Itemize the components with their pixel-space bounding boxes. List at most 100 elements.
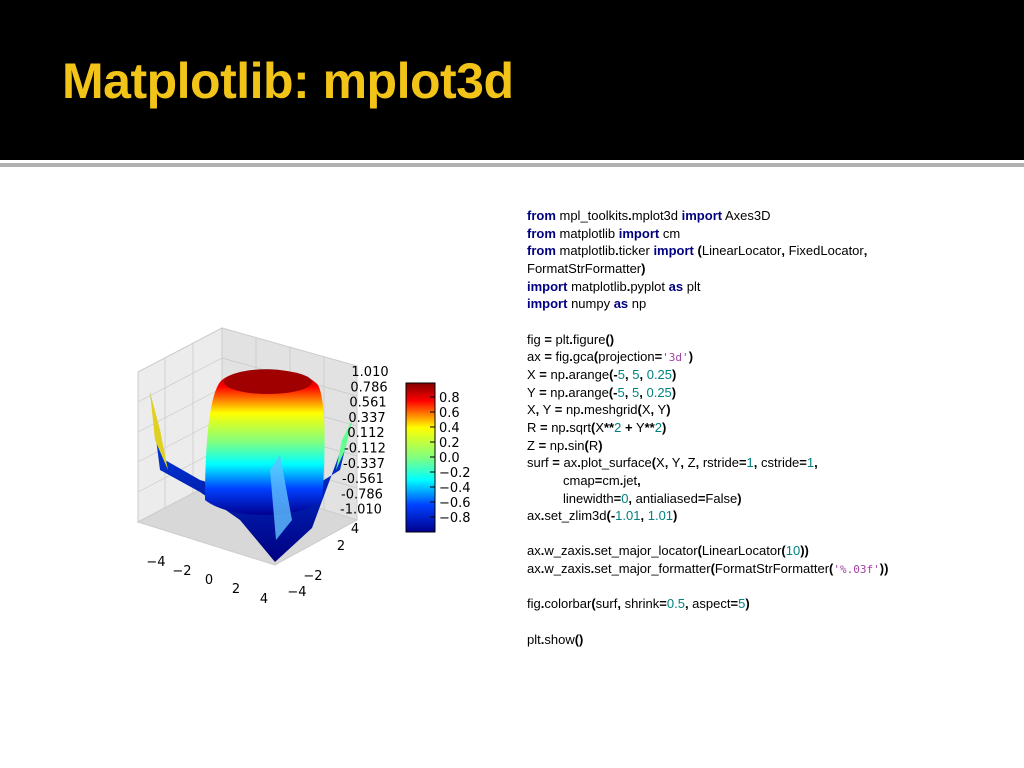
code-token: import (527, 278, 568, 294)
code-token: Axes3D (722, 208, 771, 223)
code-token: ) (745, 596, 750, 612)
code-line: import matplotlib.pyplot as plt (527, 278, 888, 296)
code-token: np (546, 437, 565, 453)
code-line (527, 578, 888, 596)
code-token: , (680, 455, 685, 471)
code-token: = (540, 419, 548, 435)
code-line: plt.show() (527, 631, 888, 649)
code-token: Y (668, 455, 681, 471)
code-line: linewidth=0, antialiased=False) (527, 490, 888, 508)
code-token: ) (598, 437, 603, 453)
code-token: 2 (614, 419, 622, 435)
code-token: ax (527, 349, 545, 365)
code-token: , (637, 472, 641, 488)
code-token: . (540, 596, 545, 612)
code-token: = (538, 437, 547, 453)
code-line: cmap=cm.jet, (527, 472, 888, 490)
tick-label: -0.561 (342, 472, 384, 487)
code-token: . (628, 208, 632, 223)
code-token: )) (879, 561, 889, 577)
code-token: , (814, 455, 818, 471)
code-token: aspect (688, 596, 731, 612)
code-token: ( (651, 455, 657, 471)
code-token: figure (572, 331, 606, 347)
code-token: import (618, 225, 660, 241)
tick-label: -0.786 (341, 487, 383, 502)
code-token: set_zlim3d (544, 508, 607, 524)
tick-label: −0.6 (439, 496, 471, 511)
code-token: plot_surface (580, 455, 652, 471)
code-token: . (580, 402, 585, 418)
tick-label: 0.6 (439, 406, 460, 421)
code-token: )) (800, 543, 809, 559)
code-token: set_major_formatter (594, 561, 711, 577)
code-token: = (594, 472, 603, 488)
code-token: ax (527, 508, 541, 524)
tick-label: 2 (337, 539, 345, 554)
code-token: ) (661, 419, 667, 435)
code-token: ) (673, 508, 678, 524)
code-token: R (527, 419, 540, 435)
surface-corner (336, 420, 352, 470)
code-token: = (552, 455, 560, 471)
code-line (527, 613, 888, 631)
code-token: 10 (785, 543, 801, 559)
code-token: ( (710, 561, 715, 577)
code-token: ) (641, 260, 646, 276)
code-token: fig (551, 349, 570, 365)
tick-label: −4 (287, 585, 306, 600)
code-token: matplotlib (567, 278, 627, 294)
code-token: . (564, 366, 569, 382)
tick-label: −0.2 (439, 466, 471, 481)
code-line: surf = ax.plot_surface(X, Y, Z, rstride=… (527, 454, 888, 472)
tick-label: 2 (232, 582, 240, 597)
code-token: mplot3d (631, 208, 682, 223)
code-token: 1 (746, 455, 754, 471)
code-token: ( (829, 561, 834, 577)
code-line: import numpy as np (527, 295, 888, 313)
code-line: Z = np.sin(R) (527, 437, 888, 455)
code-token: pyplot (630, 278, 669, 294)
header-bar (0, 0, 1024, 160)
surface-dome (205, 369, 325, 515)
code-line: Y = np.arange(-5, 5, 0.25) (527, 384, 888, 402)
code-token: , (639, 384, 643, 400)
code-token: matplotlib (555, 243, 616, 259)
code-token: surf (595, 596, 618, 612)
code-token: 2 (654, 419, 662, 435)
code-token: (- (608, 384, 618, 400)
code-token: , (695, 455, 700, 471)
code-token: as (613, 296, 629, 312)
code-token: ( (591, 596, 596, 612)
code-token: 0.25 (646, 366, 673, 382)
code-token: , (628, 490, 633, 506)
code-token: False (705, 490, 738, 506)
code-token: surf (527, 455, 553, 471)
surface-figure: 1.0100.7860.5610.3370.112-0.112-0.337-0.… (136, 327, 471, 607)
code-token: , (639, 366, 644, 382)
code-token: = (654, 349, 663, 365)
code-token: ticker (618, 243, 654, 259)
code-token: cstride (757, 455, 800, 471)
tick-label: 0.112 (347, 426, 384, 441)
code-token: . (590, 561, 595, 577)
tick-label: 0.4 (439, 421, 460, 436)
tick-label: 0.2 (439, 436, 460, 451)
code-token: X (527, 366, 540, 382)
tick-label: 4 (260, 592, 268, 607)
code-token: cm (602, 472, 620, 488)
code-token: = (544, 331, 552, 347)
code-token: set_major_locator (594, 543, 698, 559)
tick-label: −2 (303, 569, 322, 584)
code-token: Z (527, 437, 539, 453)
code-token: np (547, 419, 566, 435)
code-token: arange (568, 366, 610, 382)
code-token: ** (603, 419, 615, 435)
code-token: from (527, 225, 556, 241)
code-token: np (562, 402, 581, 418)
code-line: from mpl_toolkits.mplot3d import Axes3D (527, 207, 888, 225)
code-token: fig (527, 331, 545, 347)
code-line: ax.set_zlim3d(-1.01, 1.01) (527, 507, 888, 525)
code-token: ( (593, 349, 599, 365)
code-token: , (617, 596, 621, 612)
